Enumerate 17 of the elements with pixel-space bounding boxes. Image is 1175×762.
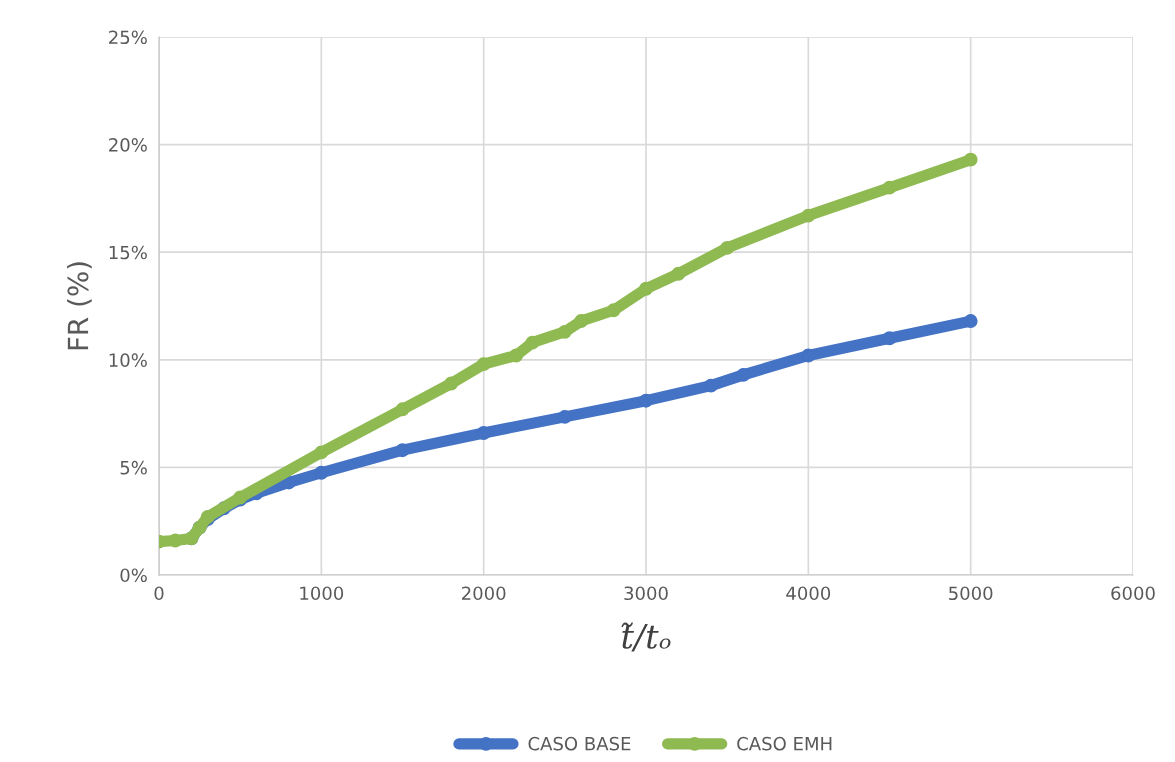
x-tick-label: 2000: [462, 586, 506, 601]
x-tick-label: 0: [154, 586, 164, 601]
y-tick-label: 15%: [109, 245, 147, 260]
x-tick-label: 3000: [624, 586, 668, 601]
y-tick-label: 20%: [109, 138, 147, 152]
legend-label: CASO EMH: [737, 736, 832, 751]
legend-label: CASO BASE: [528, 736, 631, 751]
x-tick-label: 5000: [949, 586, 993, 601]
y-tick-label: 10%: [109, 353, 147, 367]
y-tick-label: 25%: [109, 30, 147, 45]
x-tick-label: 6000: [1111, 586, 1155, 601]
y-tick-label: 5%: [120, 460, 147, 475]
y-tick-label: 0%: [120, 568, 147, 583]
y-axis-title: FR (%): [67, 262, 92, 350]
x-axis-title: t̃/tₒ: [621, 622, 671, 652]
x-tick-label: 4000: [786, 586, 831, 601]
x-tick-label: 1000: [300, 586, 344, 601]
